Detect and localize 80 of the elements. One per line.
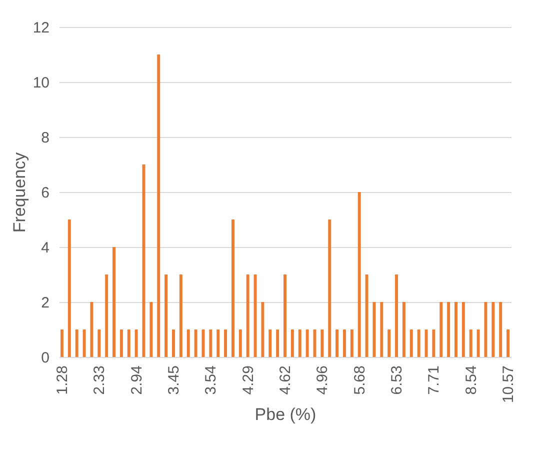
bar: [506, 330, 510, 357]
x-tick-label: 1.28: [54, 366, 71, 395]
bar: [402, 302, 406, 357]
y-axis-title: Frequency: [10, 152, 29, 233]
x-tick-label: 10.57: [500, 366, 518, 404]
bar: [290, 330, 294, 357]
bar: [476, 330, 480, 357]
x-tick-label: 8.54: [462, 366, 480, 395]
y-tick-label: 12: [32, 20, 50, 36]
x-tick-label: 3.45: [165, 366, 182, 395]
bar: [484, 302, 488, 357]
bar: [75, 330, 78, 357]
bar: [380, 302, 384, 357]
bar: [440, 302, 443, 357]
bar: [395, 274, 398, 357]
y-tick-label: 6: [41, 184, 50, 202]
bar: [164, 274, 168, 357]
x-tick-label: 4.96: [314, 366, 332, 395]
bar: [454, 302, 458, 357]
bar: [179, 274, 182, 357]
bar: [447, 302, 450, 357]
x-tick-label: 5.68: [351, 366, 368, 395]
y-tick-label: 2: [41, 294, 50, 312]
bar: [134, 330, 138, 357]
bar: [202, 330, 205, 357]
bar: [320, 330, 324, 357]
bar: [82, 330, 86, 357]
bar: [372, 302, 376, 357]
y-tick-label: 0: [41, 350, 50, 366]
y-tick-label: 8: [41, 130, 50, 146]
bar: [410, 330, 413, 357]
y-tick-label: 4: [41, 240, 50, 256]
bar: [417, 330, 420, 357]
bar: [261, 302, 264, 357]
x-tick-label: 4.29: [240, 366, 257, 395]
x-tick-label: 4.62: [277, 366, 294, 395]
bar: [499, 302, 502, 357]
bar: [172, 330, 175, 357]
bar: [216, 330, 220, 357]
x-tick-label: 2.33: [91, 366, 108, 395]
bar: [90, 302, 94, 357]
bar: [246, 274, 250, 357]
bar: [328, 220, 332, 357]
bar: [112, 247, 116, 357]
bar: [276, 330, 280, 357]
bar: [432, 330, 436, 357]
x-tick-label: 3.54: [202, 366, 220, 395]
bar: [105, 274, 108, 357]
bar: [306, 330, 309, 357]
bar: [358, 192, 361, 357]
bar: [120, 330, 123, 357]
bar: [98, 330, 101, 357]
bar: [209, 330, 212, 357]
bar: [342, 330, 346, 357]
bar: [254, 274, 257, 357]
bar: [157, 54, 160, 357]
bar: [238, 330, 242, 357]
y-tick-label: 10: [32, 74, 50, 92]
bar: [268, 330, 272, 357]
bar: [462, 302, 465, 357]
bar: [365, 274, 368, 357]
bar: [350, 330, 354, 357]
bar: [68, 220, 71, 357]
bar: [194, 330, 198, 357]
bar: [186, 330, 190, 357]
bar: [127, 330, 130, 357]
x-tick-label: 6.53: [388, 366, 406, 395]
bar: [336, 330, 339, 357]
x-axis-title: Pbe (%): [254, 405, 316, 424]
bar: [388, 330, 391, 357]
x-tick-label: 2.94: [128, 366, 146, 395]
bar: [60, 330, 64, 357]
x-tick-label: 7.71: [426, 366, 443, 395]
bar: [231, 220, 234, 357]
bar: [492, 302, 495, 357]
bar: [284, 274, 286, 357]
bar: [469, 330, 472, 357]
bar: [150, 302, 153, 357]
bar: [224, 330, 228, 357]
bar: [298, 330, 302, 357]
